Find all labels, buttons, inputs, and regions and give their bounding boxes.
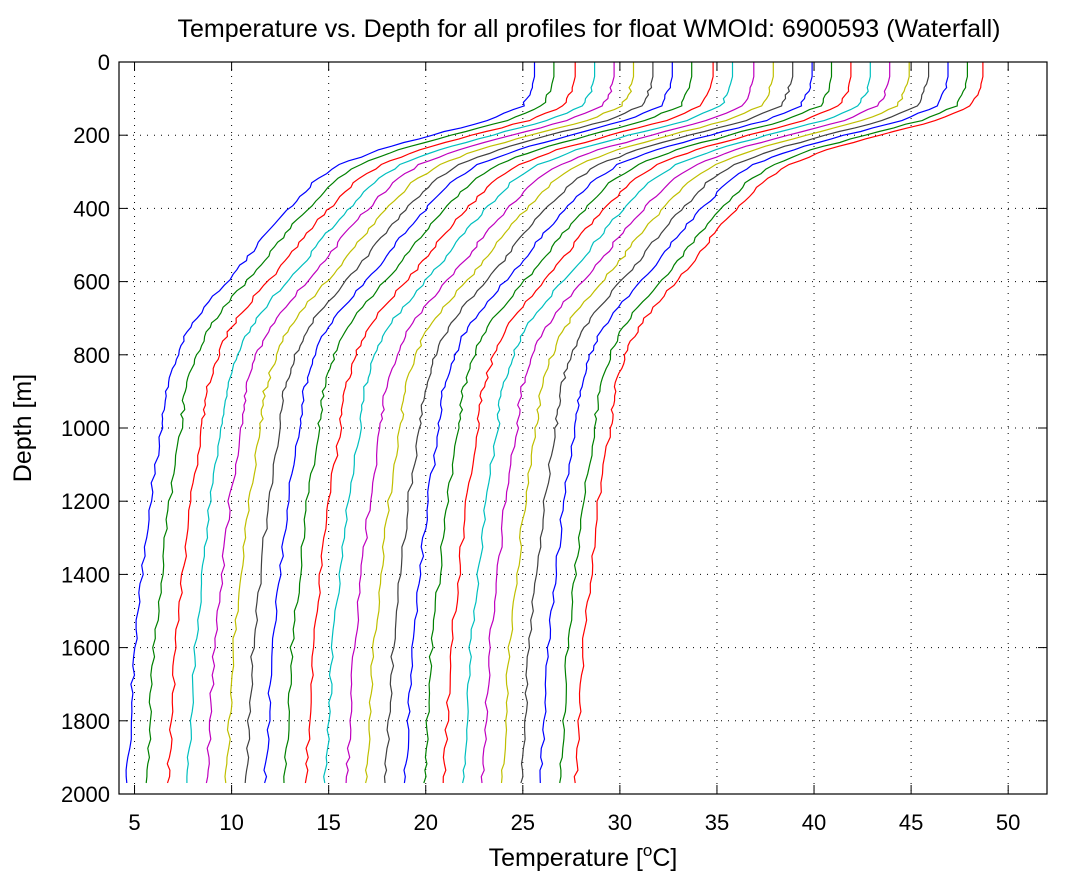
- profile-line: [145, 62, 555, 784]
- y-tick-label: 1000: [61, 416, 110, 441]
- x-tick-label: 30: [608, 810, 632, 835]
- profile-line: [304, 62, 714, 784]
- y-tick-label: 1200: [61, 489, 110, 514]
- profile-line: [500, 62, 910, 784]
- y-tick-label: 0: [98, 50, 110, 75]
- plot-frame: [118, 61, 1048, 795]
- y-tick-label: 2000: [61, 782, 110, 807]
- x-tick-label: 15: [316, 810, 340, 835]
- profile-line: [480, 62, 891, 784]
- y-tick-label: 400: [73, 196, 110, 221]
- chart-title: Temperature vs. Depth for all profiles f…: [177, 15, 1000, 43]
- y-tick-label: 600: [73, 270, 110, 295]
- x-tick-label: 5: [128, 810, 140, 835]
- x-tick-label: 50: [996, 810, 1020, 835]
- profile-line: [323, 62, 734, 784]
- y-tick-label: 1600: [61, 636, 110, 661]
- profile-line: [364, 62, 774, 784]
- y-tick-label: 800: [73, 343, 110, 368]
- y-axis-label: Depth [m]: [9, 374, 37, 482]
- profile-line: [539, 62, 949, 784]
- profile-line: [403, 62, 813, 784]
- profile-line: [520, 62, 930, 784]
- profile-line: [283, 62, 693, 784]
- profile-line: [573, 62, 984, 784]
- profile-line: [345, 62, 755, 784]
- profile-line: [462, 62, 871, 784]
- tick-marks: [119, 61, 1047, 795]
- x-axis-label: Temperature [oC]: [489, 841, 678, 872]
- x-tick-label: 10: [219, 810, 243, 835]
- x-tick-label: 35: [705, 810, 729, 835]
- x-tick-labels: 5 10 15 20 25 30 35 40 45 50: [128, 810, 1020, 835]
- x-tick-label: 45: [899, 810, 923, 835]
- y-tick-label: 1800: [61, 709, 110, 734]
- profile-line: [263, 62, 673, 784]
- profile-line: [186, 62, 596, 783]
- profile-lines: [125, 62, 984, 784]
- y-tick-label: 200: [73, 123, 110, 148]
- x-tick-label: 25: [511, 810, 535, 835]
- grid-lines: [119, 61, 1047, 795]
- profile-line: [125, 62, 536, 784]
- profile-line: [244, 62, 654, 784]
- y-tick-labels: 0 200 400 600 800 1000 1200 1400 1600 1800 2000: [61, 50, 110, 807]
- x-tick-label: 20: [414, 810, 438, 835]
- profile-line: [224, 62, 635, 784]
- y-tick-label: 1400: [61, 562, 110, 587]
- profile-line: [559, 62, 968, 784]
- profile-line: [383, 62, 794, 784]
- profile-line: [205, 62, 615, 784]
- profile-line: [423, 62, 833, 784]
- profile-line: [166, 62, 576, 784]
- profile-line: [442, 62, 852, 784]
- x-tick-label: 40: [802, 810, 826, 835]
